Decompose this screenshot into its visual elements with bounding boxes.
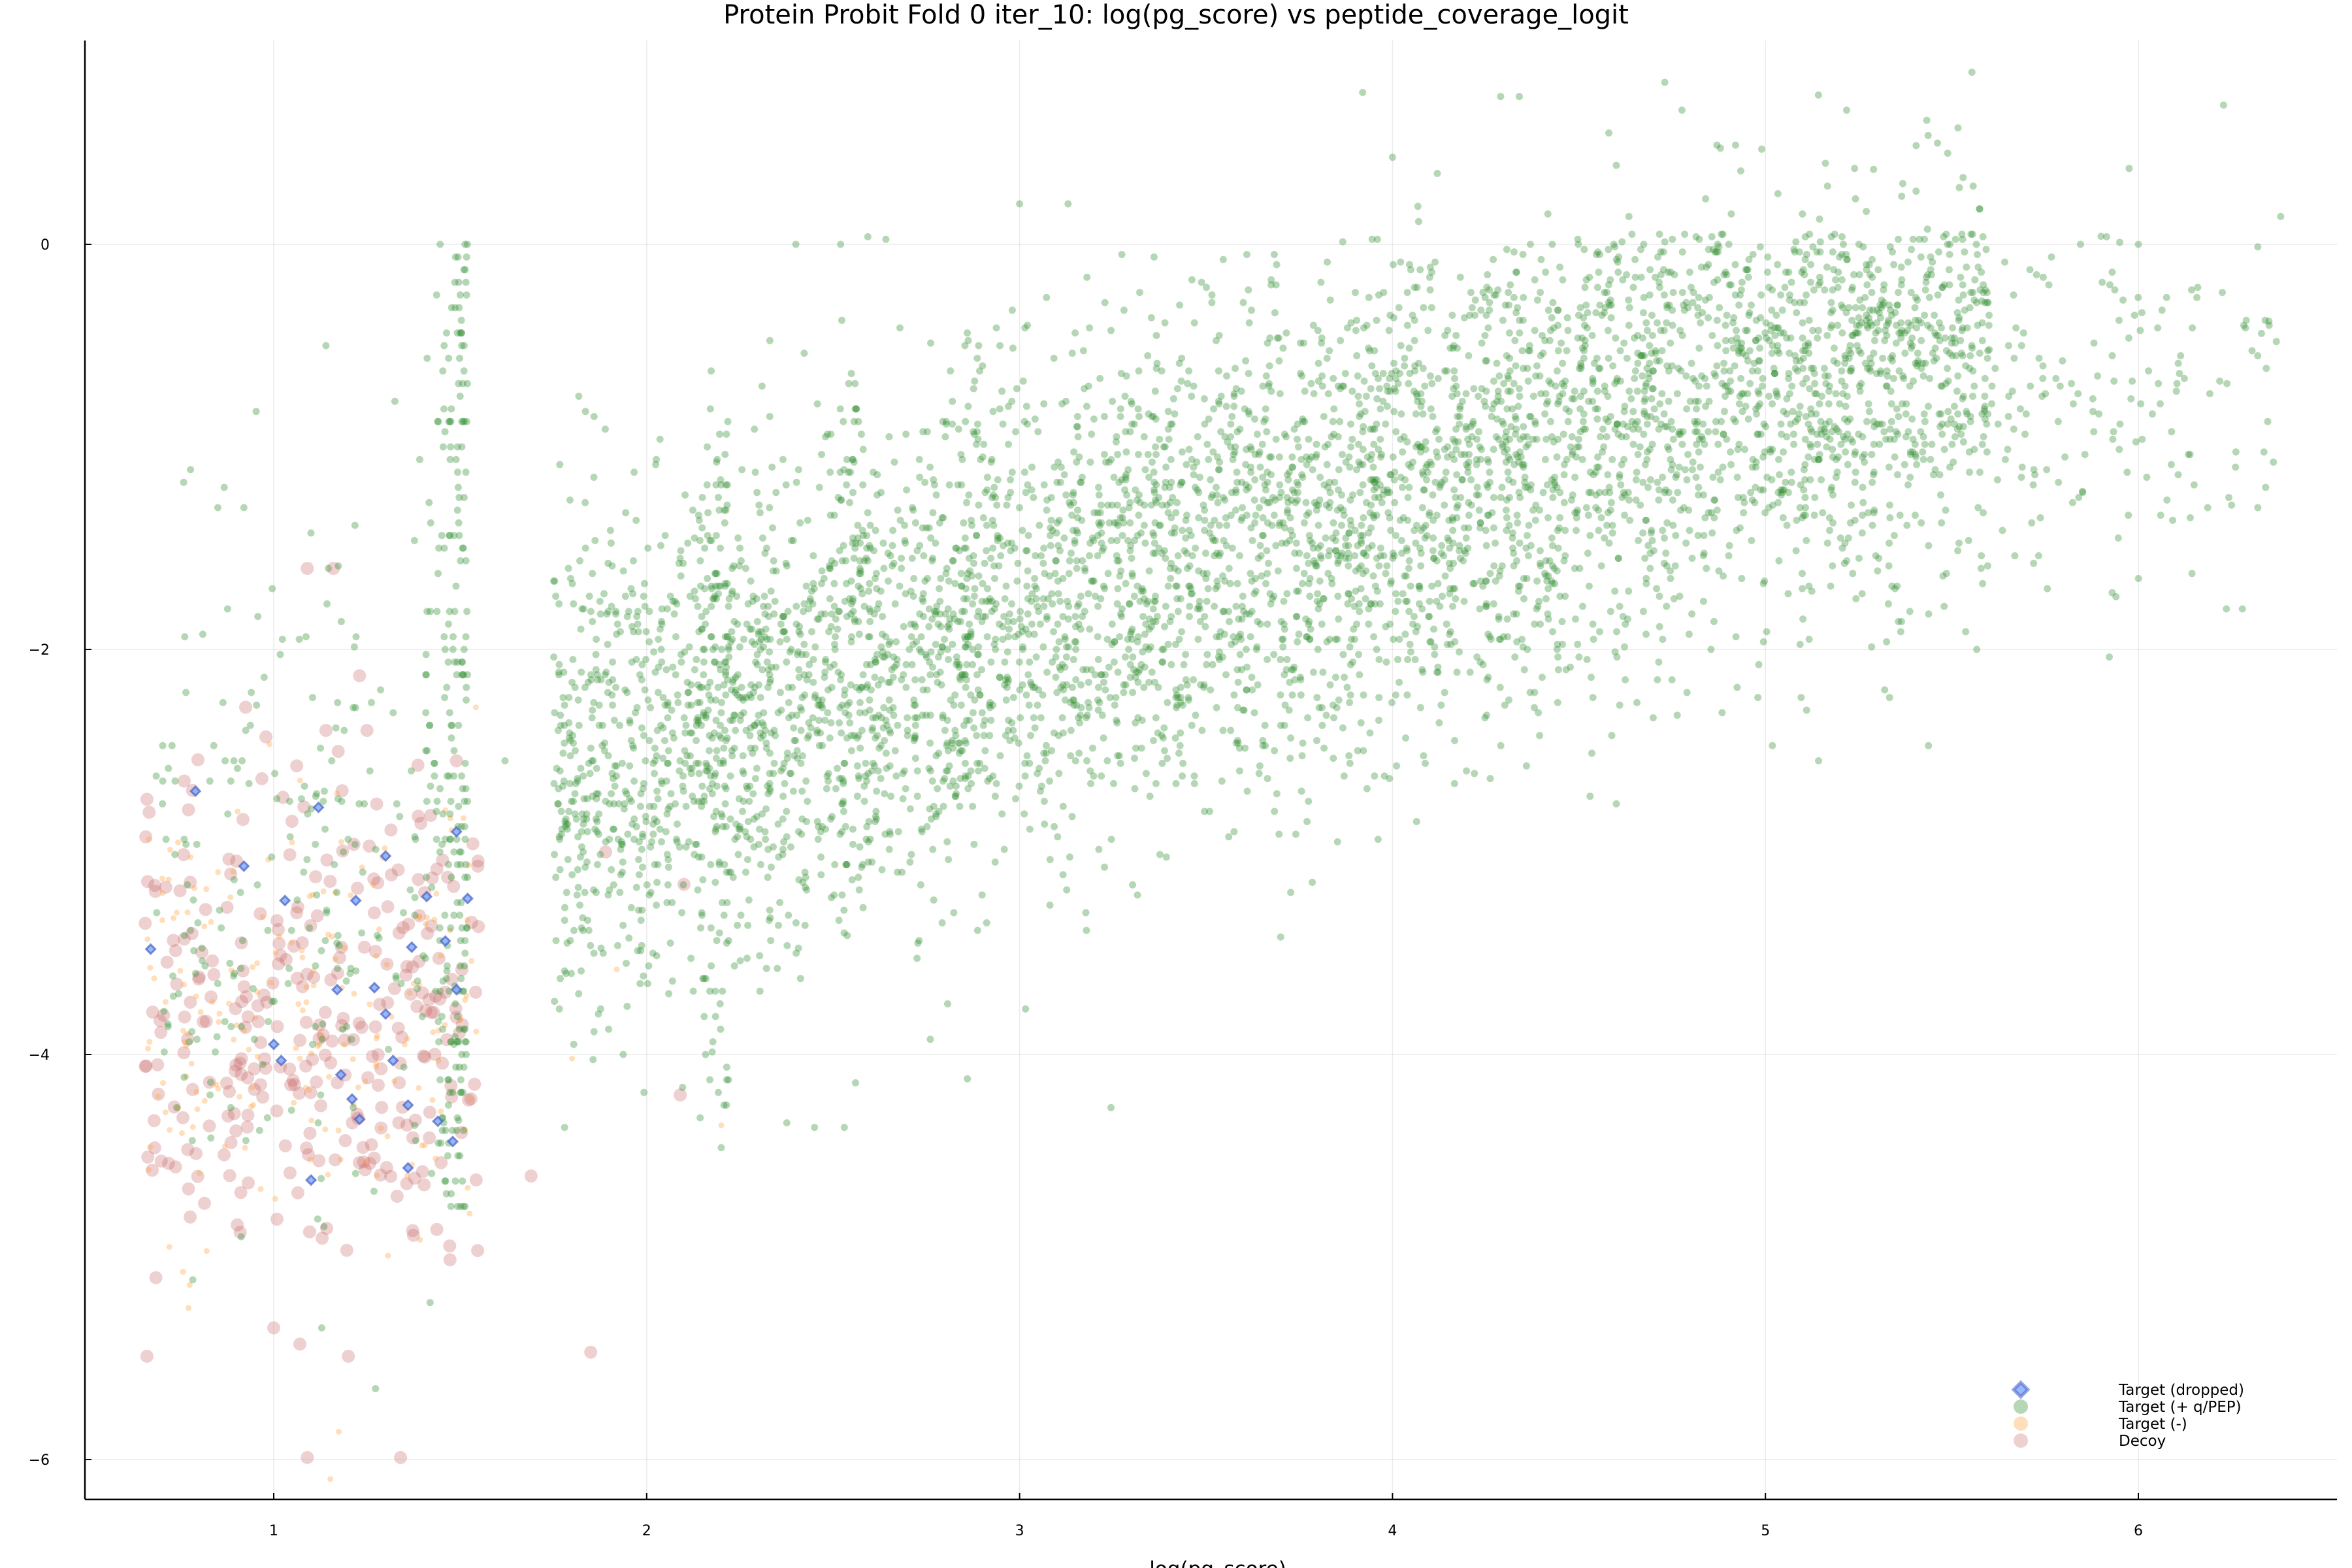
x-tick-label: 2 [642,1523,651,1539]
y-tick-label: −4 [29,1047,50,1064]
x-tick-label: 1 [269,1523,278,1539]
legend-label: Target (dropped) [2118,1382,2244,1399]
x-tick-label: 5 [1761,1523,1770,1539]
y-tick-label: −2 [29,642,50,659]
legend: Target (dropped)Target (+ q/PEP)Target (… [2011,1380,2244,1450]
x-axis-label: log(pg_score) [1149,1558,1286,1568]
legend-item: Target (-) [2014,1416,2187,1433]
y-tick-label: −6 [29,1452,50,1469]
legend-label: Target (+ q/PEP) [2118,1399,2242,1416]
chart-title: Protein Probit Fold 0 iter_10: log(pg_sc… [723,0,1629,30]
y-axis-ticks: 0 −2 −4 −6 [29,237,91,1469]
circle-marker-icon [2014,1399,2028,1414]
legend-label: Target (-) [2118,1416,2187,1433]
data-points [139,69,2285,1482]
legend-item: Target (+ q/PEP) [2014,1399,2242,1416]
x-tick-label: 6 [2134,1523,2143,1539]
grid-lines [85,41,2337,1499]
legend-item: Decoy [2014,1433,2166,1450]
legend-label: Decoy [2119,1433,2166,1450]
circle-marker-icon [2014,1416,2028,1431]
legend-item: Target (dropped) [2011,1380,2244,1399]
x-axis-ticks: 1 2 3 4 5 6 [269,1493,2143,1539]
axes [84,41,2337,1501]
x-tick-label: 3 [1015,1523,1024,1539]
circle-marker-icon [2014,1433,2028,1448]
diamond-marker-icon [2011,1380,2031,1399]
x-tick-label: 4 [1388,1523,1397,1539]
y-tick-label: 0 [41,237,50,253]
